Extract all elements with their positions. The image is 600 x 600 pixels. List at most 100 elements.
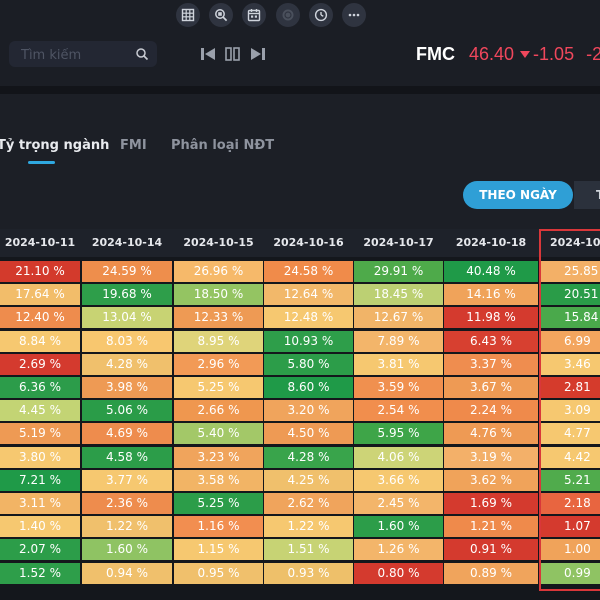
ticker-quote: FMC 46.40 -1.05 -2 xyxy=(416,42,600,66)
table-cell: 11.98 % xyxy=(444,307,538,328)
column-header-date[interactable]: 2024-10-17 xyxy=(363,236,434,249)
table-cell: 1.69 % xyxy=(444,493,538,514)
table-cell: 6.43 % xyxy=(444,331,538,352)
heatmap-table: 2024-10-11 2024-10-14 2024-10-15 2024-10-16… xyxy=(0,229,600,600)
table-cell: 3.58 % xyxy=(174,470,263,491)
tab-fmi[interactable]: FMI xyxy=(120,138,147,153)
table-cell: 2.24 % xyxy=(444,400,538,421)
calendar-icon[interactable] xyxy=(242,3,266,27)
column-header-date[interactable]: 2024-10-15 xyxy=(183,236,254,249)
active-tab-indicator xyxy=(28,161,55,164)
tab-ty-trong-nganh[interactable]: Tỷ trọng ngành xyxy=(0,138,110,153)
table-cell: 4.58 % xyxy=(82,447,172,468)
table-cell: 3.67 % xyxy=(444,377,538,398)
table-cell: 40.48 % xyxy=(444,261,538,282)
top-bar: FMC 46.40 -1.05 -2 xyxy=(0,0,600,86)
search-box xyxy=(9,41,157,67)
column-header-date[interactable]: 2024-10-18 xyxy=(455,236,527,249)
down-arrow-icon xyxy=(520,50,531,58)
table-cell: 6.99 xyxy=(540,331,600,352)
table-cell: 2.18 xyxy=(540,493,600,514)
table-cell: 12.33 % xyxy=(174,307,263,328)
table-cell: 4.45 % xyxy=(0,400,80,421)
table-cell: 19.68 % xyxy=(82,284,172,305)
table-cell: 17.64 % xyxy=(0,284,80,305)
table-cell: 26.96 % xyxy=(174,261,263,282)
table-cell: 12.40 % xyxy=(0,307,80,328)
column-header-date[interactable]: 2024-10-2 xyxy=(550,236,600,249)
table-cell: 2.96 % xyxy=(174,354,263,375)
table-icon[interactable] xyxy=(176,3,200,27)
media-controls xyxy=(199,44,267,64)
tab-phan-loai-ndt[interactable]: Phân loại NĐT xyxy=(171,138,275,153)
table-cell: 0.89 % xyxy=(444,563,538,584)
coin-icon[interactable] xyxy=(276,3,300,27)
skip-forward-icon[interactable] xyxy=(249,45,267,63)
table-cell: 3.37 % xyxy=(444,354,538,375)
table-cell: 5.40 % xyxy=(174,423,263,444)
table-cell: 1.40 % xyxy=(0,516,80,537)
table-cell: 3.77 % xyxy=(82,470,172,491)
table-cell: 0.93 % xyxy=(264,563,353,584)
table-header: 2024-10-11 2024-10-14 2024-10-15 2024-10-16… xyxy=(0,229,600,257)
table-cell: 4.50 % xyxy=(264,423,353,444)
table-cell: 5.80 % xyxy=(264,354,353,375)
table-cell: 10.93 % xyxy=(264,331,353,352)
table-cell: 1.07 xyxy=(540,516,600,537)
table-cell: 2.69 % xyxy=(0,354,80,375)
ticker-change-percent: -2 xyxy=(586,43,600,64)
more-icon[interactable] xyxy=(342,3,366,27)
table-cell: 4.28 % xyxy=(82,354,172,375)
table-cell: 12.67 % xyxy=(354,307,443,328)
table-cell: 25.85 xyxy=(540,261,600,282)
table-cell: 0.94 % xyxy=(82,563,172,584)
column-header-date[interactable]: 2024-10-11 xyxy=(4,236,76,249)
table-cell: 13.04 % xyxy=(82,307,172,328)
table-cell: 4.25 % xyxy=(264,470,353,491)
table-cell: 2.54 % xyxy=(354,400,443,421)
table-cell: 5.95 % xyxy=(354,423,443,444)
ticker-symbol[interactable]: FMC xyxy=(416,43,455,64)
ticker-change-value: -1.05 xyxy=(533,43,575,64)
table-cell: 1.60 % xyxy=(354,516,443,537)
table-cell: 0.91 % xyxy=(444,539,538,560)
table-cell: 21.10 % xyxy=(0,261,80,282)
theo-ngay-button[interactable]: THEO NGÀY xyxy=(463,181,573,209)
column-header-date[interactable]: 2024-10-14 xyxy=(91,236,163,249)
table-cell: 3.98 % xyxy=(82,377,172,398)
table-cell: 2.62 % xyxy=(264,493,353,514)
search-icon[interactable] xyxy=(135,47,149,61)
table-cell: 0.80 % xyxy=(354,563,443,584)
table-cell: 3.46 xyxy=(540,354,600,375)
column-header-date[interactable]: 2024-10-16 xyxy=(273,236,344,249)
table-cell: 1.60 % xyxy=(82,539,172,560)
table-cell: 3.23 % xyxy=(174,447,263,468)
table-cell: 4.77 xyxy=(540,423,600,444)
table-cell: 5.25 % xyxy=(174,493,263,514)
pause-icon[interactable] xyxy=(223,45,243,63)
table-cell: 18.45 % xyxy=(354,284,443,305)
table-cell: 8.84 % xyxy=(0,331,80,352)
table-cell: 3.66 % xyxy=(354,470,443,491)
other-view-button[interactable]: T xyxy=(574,181,600,209)
table-cell: 1.16 % xyxy=(174,516,263,537)
table-cell: 7.89 % xyxy=(354,331,443,352)
table-cell: 12.48 % xyxy=(264,307,353,328)
skip-back-icon[interactable] xyxy=(199,45,217,63)
table-cell: 5.25 % xyxy=(174,377,263,398)
clock-icon[interactable] xyxy=(309,3,333,27)
table-cell: 24.59 % xyxy=(82,261,172,282)
table-cell: 6.36 % xyxy=(0,377,80,398)
table-cell: 4.42 xyxy=(540,447,600,468)
table-cell: 4.76 % xyxy=(444,423,538,444)
table-cell: 1.22 % xyxy=(264,516,353,537)
table-cell: 3.81 % xyxy=(354,354,443,375)
table-cell: 2.07 % xyxy=(0,539,80,560)
zoom-search-icon[interactable] xyxy=(209,3,233,27)
table-cell: 5.06 % xyxy=(82,400,172,421)
table-cell: 3.19 % xyxy=(444,447,538,468)
search-input[interactable] xyxy=(19,44,133,66)
table-cell: 5.21 xyxy=(540,470,600,491)
table-cell: 12.64 % xyxy=(264,284,353,305)
table-cell: 1.00 xyxy=(540,539,600,560)
